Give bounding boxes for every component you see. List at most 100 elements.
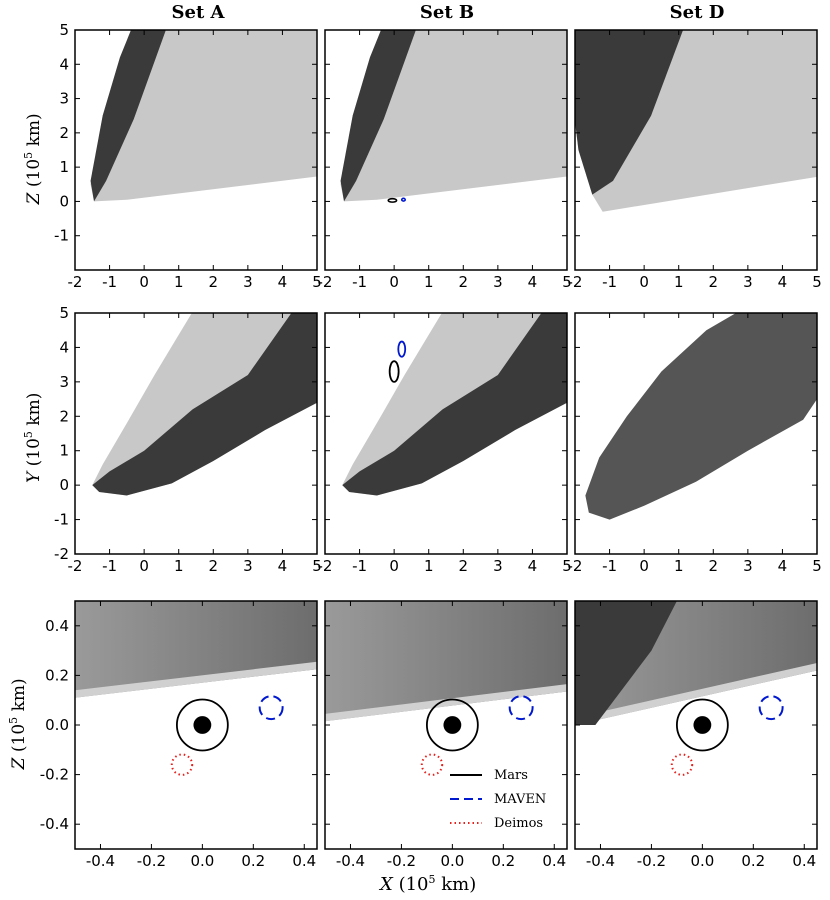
- x-tick-label: 1: [424, 557, 434, 575]
- y-tick-label: 0.4: [45, 617, 69, 635]
- density-row3-Set D: [575, 601, 817, 725]
- y-tick-label: 0: [59, 476, 69, 494]
- x-tick-label: -1: [352, 273, 367, 291]
- x-tick-label: -2: [568, 273, 583, 291]
- density-row2-Set D: [585, 313, 817, 520]
- x-tick-label: 5: [562, 273, 572, 291]
- panel-frame: [74, 312, 318, 555]
- x-tick-label: 5: [562, 557, 572, 575]
- col-title-b: Set B: [419, 2, 475, 23]
- legend-label-maven: MAVEN: [494, 792, 546, 807]
- y-tick-label: 5: [59, 304, 69, 322]
- maven-marker: [758, 695, 784, 721]
- x-tick-label: 0.4: [292, 852, 316, 870]
- mars-marker: [675, 698, 729, 752]
- x-tick-label: 0.4: [792, 852, 816, 870]
- maven-orbit-marker: [400, 197, 407, 202]
- density-row2-Set B: [342, 313, 567, 496]
- x-tick-label: 4: [778, 557, 788, 575]
- density-edge: [325, 684, 567, 722]
- y-tick-label: 4: [59, 338, 69, 356]
- x-tick-label: 0: [139, 557, 149, 575]
- legend-label-deimos: Deimos: [494, 816, 543, 831]
- x-tick-label: 0: [639, 273, 649, 291]
- x-tick-label: 0: [389, 273, 399, 291]
- xlabel: X (105 km): [380, 873, 476, 895]
- x-tick-label: 4: [278, 273, 288, 291]
- mars-marker: [425, 698, 479, 752]
- x-tick-label: -2: [68, 273, 83, 291]
- x-tick-label: -1: [102, 273, 117, 291]
- panel-frame: [74, 29, 318, 271]
- panel-frame: [574, 600, 818, 850]
- plume-dense-edge: [575, 30, 684, 195]
- density-row3-Set A: [75, 601, 317, 698]
- legend-label-mars: Mars: [494, 768, 528, 783]
- x-tick-label: -0.2: [137, 852, 166, 870]
- x-tick-label: 0.2: [241, 852, 265, 870]
- plume-dense-edge: [92, 313, 317, 496]
- y-tick-label: 2: [59, 407, 69, 425]
- y-tick-label: 0.0: [45, 716, 69, 734]
- deimos-marker: [170, 753, 194, 776]
- density-row2-Set A: [92, 313, 317, 496]
- x-tick-label: 5: [312, 557, 322, 575]
- mars-marker: [175, 698, 229, 752]
- y-tick-label: -0.4: [40, 815, 69, 833]
- col-title-d: Set D: [669, 2, 725, 23]
- y-tick-label: -1: [54, 511, 69, 529]
- panel-frame: [324, 600, 568, 850]
- panel-frame: [574, 29, 818, 271]
- xlabel-axis: X: [380, 874, 393, 895]
- y-tick-label: 1: [59, 158, 69, 176]
- x-tick-label: -2: [568, 557, 583, 575]
- panel-frame: [324, 312, 568, 555]
- density-row3-Set B: [325, 601, 567, 722]
- x-tick-label: 1: [424, 273, 434, 291]
- dense-region: [575, 601, 677, 725]
- x-tick-label: -2: [68, 557, 83, 575]
- y-tick-label: 0.2: [45, 666, 69, 684]
- x-tick-label: 1: [674, 273, 684, 291]
- x-tick-label: 0.2: [741, 852, 765, 870]
- x-tick-label: 0: [139, 273, 149, 291]
- maven-orbit-marker: [397, 340, 407, 358]
- mars-core-marker: [193, 716, 212, 734]
- x-tick-label: 5: [812, 557, 822, 575]
- plume-dense-edge: [340, 30, 416, 202]
- x-tick-label: 3: [493, 557, 503, 575]
- x-tick-label: 2: [209, 557, 219, 575]
- deimos-marker: [420, 753, 444, 776]
- x-tick-label: 0.2: [491, 852, 515, 870]
- xlabel-exp: 5: [428, 873, 436, 886]
- x-tick-label: 4: [528, 557, 538, 575]
- x-tick-label: 2: [459, 273, 469, 291]
- x-tick-label: 5: [812, 273, 822, 291]
- x-tick-label: 2: [209, 273, 219, 291]
- x-tick-label: -1: [102, 557, 117, 575]
- y-tick-label: 3: [59, 90, 69, 108]
- x-tick-label: 1: [674, 557, 684, 575]
- mars-core-marker: [443, 716, 462, 734]
- x-tick-label: -0.2: [637, 852, 666, 870]
- x-tick-label: 3: [243, 273, 253, 291]
- x-tick-label: -0.4: [86, 852, 115, 870]
- panel-frame: [574, 312, 818, 555]
- y-tick-label: 2: [59, 124, 69, 142]
- plume-dense-edge: [90, 30, 166, 202]
- density-row1-Set B: [340, 30, 567, 202]
- x-tick-label: 0: [639, 557, 649, 575]
- x-tick-label: 3: [743, 273, 753, 291]
- x-tick-label: 1: [174, 273, 184, 291]
- x-tick-label: 4: [778, 273, 788, 291]
- panel-frame: [74, 600, 318, 850]
- x-tick-label: 3: [243, 557, 253, 575]
- y-tick-label: 3: [59, 373, 69, 391]
- xlabel-tail: km): [435, 874, 477, 895]
- x-tick-label: 2: [709, 557, 719, 575]
- x-tick-label: 4: [278, 557, 288, 575]
- density-edge: [75, 661, 317, 698]
- x-tick-label: -2: [318, 557, 333, 575]
- col-title-a: Set A: [171, 2, 225, 23]
